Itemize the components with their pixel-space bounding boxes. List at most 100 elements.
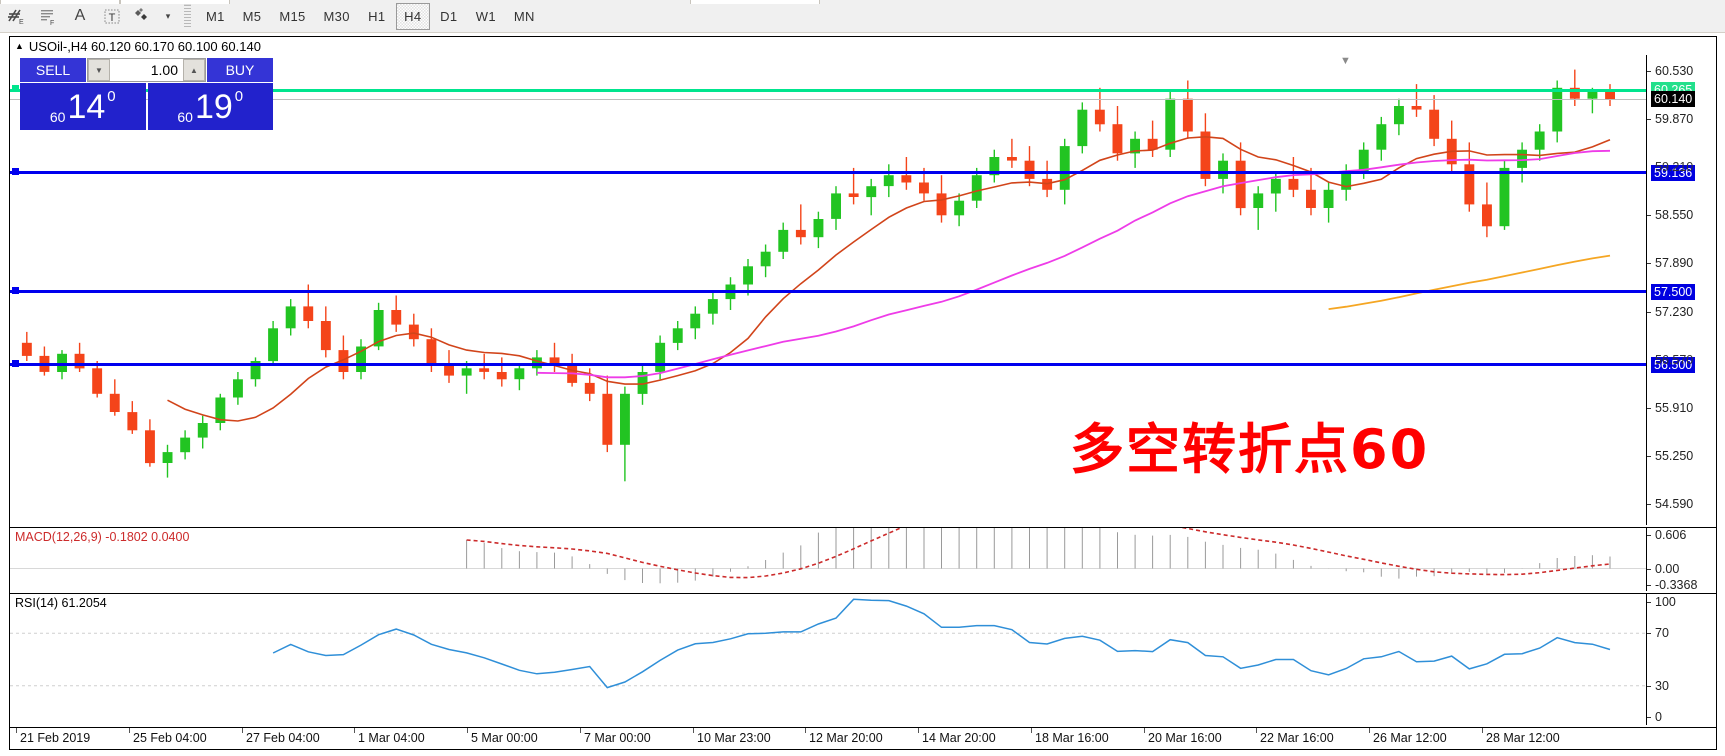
macd-pane[interactable]: MACD(12,26,9) -0.1802 0.0400 0.606 0.00 -0…	[10, 527, 1716, 592]
toolbar-grip[interactable]	[184, 4, 191, 28]
one-click-trading-panel[interactable]: SELL ▼ 1.00 ▲ BUY 60 14 0 60 19 0	[20, 58, 273, 130]
price-label-black[interactable]: 60.140	[1651, 91, 1696, 108]
svg-text:T: T	[109, 12, 116, 24]
buy-price-big: 19	[194, 87, 233, 126]
crosshair-marker: ▼	[1340, 55, 1351, 67]
price-pane[interactable]: 多空转折点60 60.530 59.870 58.550 57.890 57.230 55…	[10, 55, 1716, 525]
volume-input[interactable]: 1.00	[110, 59, 183, 81]
timeframe-m30[interactable]: M30	[323, 8, 350, 24]
price-tick-label: 58.550	[1655, 208, 1694, 223]
time-tick-label: 28 Mar 12:00	[1486, 731, 1560, 745]
buy-price-prefix: 60	[177, 109, 193, 125]
time-tick	[1031, 728, 1032, 733]
indicators-icon[interactable]: E	[1, 2, 31, 30]
svg-text:F: F	[50, 20, 54, 26]
time-tick	[693, 728, 694, 733]
macd-tick	[1647, 535, 1651, 536]
price-tick	[1647, 263, 1651, 265]
time-tick	[354, 728, 355, 733]
time-tick	[1144, 728, 1145, 733]
rsi-pane[interactable]: RSI(14) 61.2054 100 70 30 0	[10, 593, 1716, 725]
timeframe-h1[interactable]: H1	[368, 8, 386, 24]
sell-price-prefix: 60	[49, 109, 66, 125]
price-tick	[1647, 503, 1651, 505]
collapse-triangle-icon[interactable]: ▲	[15, 40, 24, 51]
time-tick-label: 10 Mar 23:00	[697, 731, 771, 745]
timeframe-h4[interactable]: H4	[395, 2, 430, 30]
rsi-tick-label: 100	[1655, 595, 1676, 609]
price-plot[interactable]: 多空转折点60	[10, 55, 1646, 525]
time-tick-label: 27 Feb 04:00	[246, 731, 320, 745]
price-tick-label: 55.250	[1655, 448, 1694, 463]
text-label-glyph: T	[104, 9, 120, 24]
timeframe-mn[interactable]: MN	[513, 8, 535, 24]
time-tick	[242, 728, 243, 733]
timeframe-m5[interactable]: M5	[242, 8, 262, 24]
rsi-tick-label: 30	[1655, 678, 1669, 693]
price-tick-label: 55.910	[1655, 400, 1694, 415]
volume-decrease-button[interactable]: ▼	[88, 59, 110, 81]
time-tick-label: 18 Mar 16:00	[1035, 731, 1109, 745]
toolbar-tab-stub-2	[120, 0, 230, 4]
level-handle-support-1[interactable]	[12, 286, 19, 294]
buy-button[interactable]: BUY	[207, 58, 273, 82]
price-label-blue[interactable]: 57.500	[1651, 283, 1696, 300]
time-tick-label: 7 Mar 00:00	[584, 731, 651, 745]
macd-label: MACD(12,26,9) -0.1802 0.0400	[15, 530, 190, 544]
time-tick	[129, 728, 130, 733]
level-line-support-2[interactable]	[10, 363, 1646, 367]
timeframe-m15[interactable]: M15	[279, 8, 306, 24]
macd-plot[interactable]	[10, 528, 1646, 591]
objects-icon[interactable]	[129, 2, 159, 30]
price-tick	[1647, 119, 1651, 121]
timeframe-m1[interactable]: M1	[206, 8, 225, 24]
rsi-label: RSI(14) 61.2054	[15, 596, 107, 610]
macd-tick-label: 0.00	[1655, 561, 1680, 576]
price-scale[interactable]: 60.530 59.870 58.550 57.890 57.230 55.910 55.2…	[1646, 55, 1716, 525]
timeframe-d1[interactable]: D1	[440, 8, 458, 24]
time-tick-label: 26 Mar 12:00	[1373, 731, 1447, 745]
toolbar-tab-stub-1	[0, 0, 120, 4]
time-tick-label: 1 Mar 04:00	[358, 731, 425, 745]
volume-increase-button[interactable]: ▲	[183, 59, 205, 81]
buy-price-button[interactable]: 60 19 0	[147, 83, 273, 130]
time-axis[interactable]: 21 Feb 2019 25 Feb 04:00 27 Feb 04:00 1 Mar…	[10, 727, 1716, 749]
time-tick	[467, 728, 468, 733]
chevron-down-icon[interactable]: ▾	[165, 10, 171, 21]
level-line-support-1[interactable]	[10, 290, 1646, 294]
level-handle-resistance[interactable]	[12, 167, 19, 175]
volume-stepper[interactable]: ▼ 1.00 ▲	[87, 58, 206, 82]
level-handle-support-2[interactable]	[12, 359, 19, 367]
price-tick-label: 59.870	[1655, 112, 1694, 127]
rsi-scale: 100 70 30 0	[1646, 594, 1716, 725]
time-tick-label: 22 Mar 16:00	[1260, 731, 1334, 745]
time-tick	[580, 728, 581, 733]
price-tick-label: 57.890	[1655, 256, 1694, 271]
sell-price-big: 14	[67, 87, 106, 126]
time-tick	[1482, 728, 1483, 733]
sell-price-button[interactable]: 60 14 0	[20, 83, 146, 130]
level-line-resistance[interactable]	[10, 171, 1646, 175]
price-label-blue[interactable]: 56.500	[1651, 356, 1696, 373]
price-tick	[1647, 71, 1651, 72]
text-label-icon[interactable]: T	[97, 2, 127, 30]
price-label-blue[interactable]: 59.136	[1651, 164, 1696, 181]
objects-glyph	[135, 8, 147, 20]
buy-price-sup: 0	[234, 88, 244, 105]
macd-tick-label: 0.606	[1655, 528, 1687, 542]
grid-glyph: F	[41, 10, 54, 26]
time-tick-label: 25 Feb 04:00	[133, 731, 207, 745]
macd-series	[10, 528, 1646, 584]
grid-icon[interactable]: F	[33, 2, 63, 30]
sell-button[interactable]: SELL	[20, 58, 86, 82]
chart-window[interactable]: ▲ USOil-,H4 60.120 60.170 60.100 60.140 …	[9, 36, 1717, 750]
rsi-tick	[1647, 717, 1651, 718]
timeframe-w1[interactable]: W1	[475, 8, 496, 24]
text-icon[interactable]: A	[74, 7, 86, 24]
level-handle-current-bid[interactable]	[12, 85, 19, 93]
time-tick-label: 12 Mar 20:00	[809, 731, 883, 745]
level-line-current-bid[interactable]	[10, 88, 1646, 92]
macd-scale: 0.606 0.00 -0.3368	[1646, 528, 1716, 592]
rsi-tick-label: 0	[1655, 710, 1662, 724]
rsi-plot[interactable]	[10, 594, 1646, 725]
